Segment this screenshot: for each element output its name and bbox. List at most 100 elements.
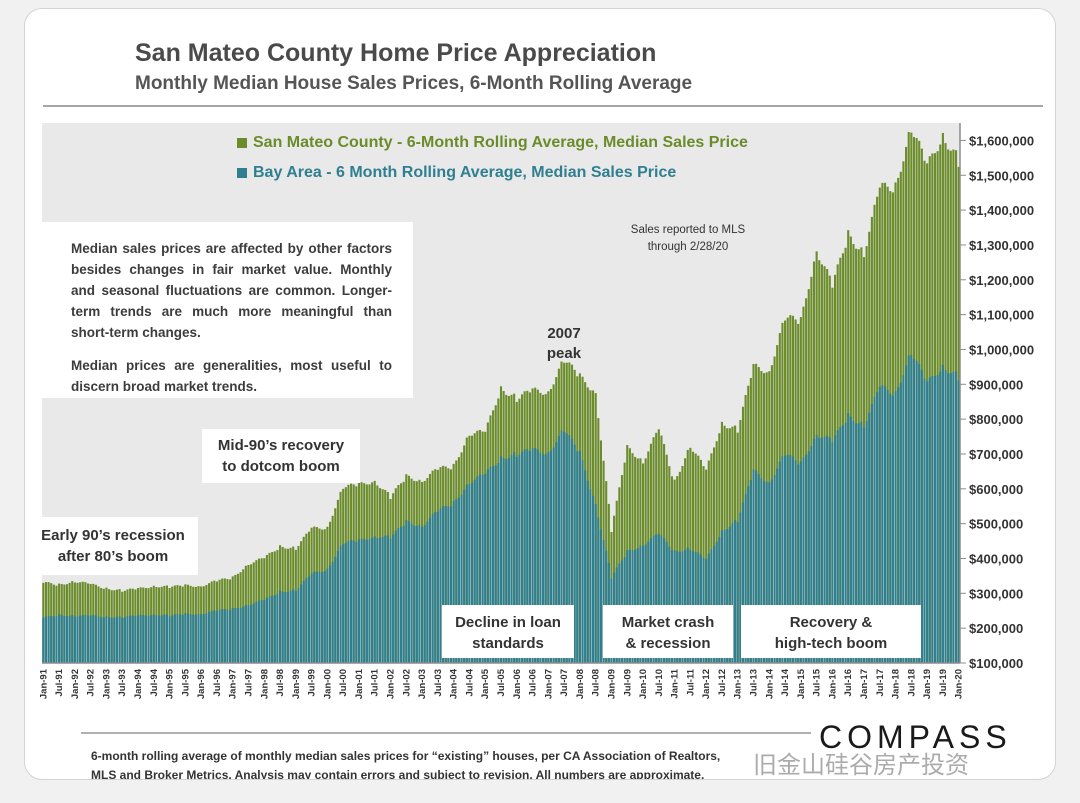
x-tick-label: Jul-13	[749, 669, 760, 696]
bay-area-bar-17	[86, 615, 90, 663]
bay-area-bar-61	[202, 614, 205, 663]
y-tick-label: $1,300,000	[969, 238, 1034, 253]
bay-area-bar-8	[63, 615, 66, 663]
annotation-early-90s: Early 90’s recession after 80’s boom	[28, 517, 198, 575]
bay-area-bar-35	[134, 616, 137, 663]
bay-area-bar-77	[244, 605, 247, 663]
bay-area-bar-82	[257, 600, 261, 663]
bay-area-bar-0	[42, 617, 45, 663]
bay-area-bar-31	[123, 617, 126, 663]
bay-area-bar-99	[302, 580, 305, 663]
bay-area-bar-115	[344, 542, 347, 663]
bay-area-bar-33	[129, 615, 132, 663]
annotation-decline: Decline in loan standards	[442, 605, 574, 658]
bay-area-bar-231	[649, 538, 652, 663]
bay-area-bar-272	[757, 474, 760, 663]
bay-area-bar-113	[339, 545, 342, 663]
bay-area-bar-290	[805, 454, 808, 663]
bay-area-bar-47	[165, 614, 168, 663]
bay-area-bar-40	[147, 615, 150, 663]
bay-area-bar-22	[100, 617, 103, 663]
y-tick-label: $1,500,000	[969, 168, 1034, 183]
bay-area-bar-34	[131, 615, 134, 663]
bay-area-bar-346	[952, 371, 955, 663]
x-tick-label: Jan-20	[954, 669, 965, 699]
x-tick-label: Jan-13	[733, 669, 744, 699]
bay-area-bar-344	[947, 373, 950, 663]
bay-area-bar-165	[476, 476, 479, 663]
bay-area-bar-174	[499, 456, 503, 663]
bay-area-bar-309	[855, 423, 858, 663]
bay-area-bar-285	[791, 456, 795, 663]
bay-area-bar-297	[823, 436, 826, 663]
bay-area-bar-236	[663, 538, 666, 663]
bay-area-bar-193	[549, 450, 553, 663]
bay-area-bar-312	[862, 427, 866, 663]
bay-area-bar-329	[907, 355, 910, 663]
bay-area-bar-42	[152, 614, 155, 663]
bay-area-bar-176	[505, 459, 508, 663]
bay-area-bar-284	[789, 454, 792, 663]
bay-area-bar-132	[389, 538, 392, 663]
bay-area-bar-29	[118, 616, 121, 663]
chart-title: San Mateo County Home Price Appreciation	[135, 39, 657, 67]
bay-area-bar-93	[286, 591, 289, 663]
bay-area-bar-4	[52, 616, 55, 663]
x-tick-label: Jul-11	[685, 668, 696, 696]
bay-area-bar-80	[252, 603, 255, 663]
bay-area-bar-130	[384, 535, 387, 663]
bay-area-bar-315	[870, 403, 873, 663]
bay-area-bar-43	[155, 615, 158, 663]
bay-area-bar-342	[941, 364, 944, 663]
bay-area-bar-161	[465, 484, 468, 663]
bay-area-bar-78	[247, 605, 250, 663]
bay-area-bar-50	[173, 614, 176, 663]
bay-area-bar-120	[357, 539, 361, 663]
bay-area-bar-70	[226, 609, 229, 663]
legend-item-san-mateo: San Mateo County - 6-Month Rolling Avera…	[237, 134, 748, 152]
bay-area-bar-263	[734, 520, 737, 663]
bay-area-bar-143	[418, 525, 421, 663]
bay-area-bar-203	[576, 451, 579, 663]
bay-area-bar-211	[597, 517, 600, 663]
source-note: 6-month rolling average of monthly media…	[91, 747, 720, 779]
x-tick-label: Jul-00	[338, 669, 349, 696]
bay-area-bar-177	[507, 458, 510, 663]
bay-area-bar-287	[797, 464, 800, 663]
bay-area-bar-279	[776, 468, 779, 663]
bay-area-bar-116	[347, 540, 350, 663]
bay-area-bar-316	[873, 396, 876, 663]
y-tick-label: $1,600,000	[969, 133, 1034, 148]
y-tick-label: $500,000	[969, 517, 1023, 532]
bay-area-bar-198	[563, 431, 566, 663]
bay-area-bar-147	[428, 517, 432, 663]
bay-area-bar-69	[223, 609, 226, 663]
bay-area-bar-303	[839, 426, 842, 663]
bay-area-bar-163	[471, 482, 474, 663]
bay-area-bar-202	[573, 444, 576, 663]
bay-area-bar-289	[802, 457, 805, 663]
x-tick-label: Jul-04	[464, 668, 475, 696]
sales-reported-note: Sales reported to MLS through 2/28/20	[630, 224, 746, 253]
bay-area-bar-271	[755, 470, 758, 663]
bay-area-bar-88	[273, 595, 276, 663]
bay-area-bar-323	[891, 395, 894, 663]
x-tick-label: Jul-18	[906, 669, 917, 696]
bay-area-bar-268	[747, 486, 750, 663]
bay-area-bar-62	[205, 613, 208, 663]
bay-area-bar-298	[826, 435, 829, 663]
bay-area-bar-1	[44, 616, 47, 663]
bay-area-bar-58	[194, 614, 197, 663]
legend-item-bay-area: Bay Area - 6 Month Rolling Average, Medi…	[237, 164, 676, 182]
bay-area-bar-192	[547, 452, 550, 663]
bay-area-bar-210	[594, 504, 597, 663]
bay-area-bar-64	[210, 610, 213, 663]
bay-area-bar-288	[799, 461, 802, 663]
compass-logo: COMPASS	[819, 719, 1012, 755]
bay-area-bar-334	[920, 369, 923, 663]
bay-area-bar-295	[818, 437, 821, 663]
bay-area-bar-101	[307, 576, 311, 663]
bay-area-bar-92	[284, 592, 287, 663]
bay-area-bar-23	[102, 617, 105, 663]
y-tick-label: $600,000	[969, 482, 1023, 497]
